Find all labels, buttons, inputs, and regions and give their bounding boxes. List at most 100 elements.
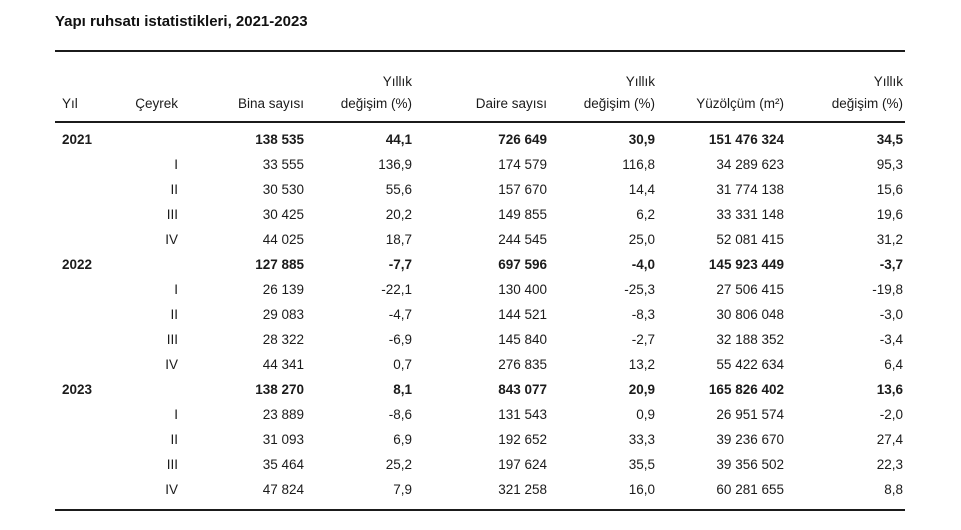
cell-daire-sayisi: 697 596: [498, 257, 547, 273]
cell-daire-sayisi: 276 835: [498, 357, 547, 373]
cell-yuzolcum-yillik-degisim: -2,0: [879, 407, 903, 423]
cell-yil: [55, 352, 117, 377]
cell-yuzolcum-yillik-degisim: -3,0: [879, 307, 903, 323]
cell-bina-yillik-degisim: 20,2: [385, 207, 412, 223]
cell-ceyrek: III: [166, 207, 178, 223]
cell-ceyrek: III: [166, 457, 178, 473]
cell-yil: [55, 277, 117, 302]
cell-daire-yillik-degisim: 16,0: [628, 482, 655, 498]
cell-ceyrek: [117, 252, 180, 277]
cell-ceyrek: II: [170, 182, 178, 198]
table-row: III 28 322 -6,9 145 840 -2,7 32 188 352 -3,4: [55, 327, 905, 352]
cell-yuzolcum-yillik-degisim: 95,3: [876, 157, 903, 173]
cell-yil: [55, 327, 117, 352]
cell-daire-yillik-degisim: 6,2: [636, 207, 655, 223]
cell-bina-sayisi: 23 889: [262, 407, 304, 423]
table-row: I 26 139 -22,1 130 400 -25,3 27 506 415 -19,8: [55, 277, 905, 302]
cell-yuzolcum: 60 281 655: [716, 482, 784, 498]
cell-yil: [55, 202, 117, 227]
column-header-yuzolcum: Yüzölçüm (m²): [657, 51, 786, 124]
cell-ceyrek: IV: [165, 482, 178, 498]
cell-yuzolcum-yillik-degisim: 22,3: [876, 457, 903, 473]
cell-yil: [55, 402, 117, 427]
cell-bina-sayisi: 44 025: [262, 232, 304, 248]
cell-daire-yillik-degisim: -8,3: [631, 307, 655, 323]
cell-daire-yillik-degisim: 25,0: [628, 232, 655, 248]
cell-yuzolcum-yillik-degisim: 19,6: [876, 207, 903, 223]
cell-yuzolcum: 55 422 634: [716, 357, 784, 373]
cell-ceyrek: II: [170, 307, 178, 323]
cell-bina-sayisi: 138 535: [255, 132, 304, 148]
cell-bina-sayisi: 26 139: [262, 282, 304, 298]
cell-ceyrek: [117, 122, 180, 152]
cell-yuzolcum-yillik-degisim: 31,2: [876, 232, 903, 248]
column-header-daire-yillik-degisim: Yıllık değişim (%): [549, 51, 657, 124]
cell-bina-sayisi: 29 083: [262, 307, 304, 323]
cell-daire-sayisi: 145 840: [498, 332, 547, 348]
cell-bina-yillik-degisim: -7,7: [388, 257, 412, 273]
cell-bina-sayisi: 35 464: [262, 457, 304, 473]
cell-bina-yillik-degisim: -22,1: [381, 282, 412, 298]
table-row: I 33 555 136,9 174 579 116,8 34 289 623 95,3: [55, 152, 905, 177]
cell-ceyrek: II: [170, 432, 178, 448]
column-header-daire-sayisi: Daire sayısı: [414, 51, 549, 124]
cell-daire-yillik-degisim: -2,7: [631, 332, 655, 348]
cell-ceyrek: I: [174, 157, 178, 173]
cell-yil: [55, 427, 117, 452]
cell-daire-sayisi: 174 579: [498, 157, 547, 173]
table-row: 2023 138 270 8,1 843 077 20,9 165 826 402 13,6: [55, 377, 905, 402]
cell-yil: [55, 477, 117, 510]
cell-daire-sayisi: 197 624: [498, 457, 547, 473]
cell-daire-yillik-degisim: 14,4: [628, 182, 655, 198]
cell-daire-yillik-degisim: 33,3: [628, 432, 655, 448]
cell-daire-sayisi: 131 543: [498, 407, 547, 423]
cell-daire-yillik-degisim: 35,5: [628, 457, 655, 473]
cell-yuzolcum-yillik-degisim: 34,5: [876, 132, 903, 148]
cell-yuzolcum-yillik-degisim: 27,4: [876, 432, 903, 448]
cell-bina-sayisi: 138 270: [255, 382, 304, 398]
cell-daire-yillik-degisim: 20,9: [628, 382, 655, 398]
cell-yil: [55, 452, 117, 477]
cell-yuzolcum: 32 188 352: [716, 332, 784, 348]
cell-yuzolcum-yillik-degisim: 6,4: [884, 357, 903, 373]
column-header-bina-yillik-degisim: Yıllık değişim (%): [306, 51, 414, 124]
cell-yil: [55, 152, 117, 177]
cell-yuzolcum: 39 236 670: [716, 432, 784, 448]
cell-daire-yillik-degisim: 13,2: [628, 357, 655, 373]
cell-bina-sayisi: 44 341: [262, 357, 304, 373]
cell-bina-yillik-degisim: 8,1: [393, 382, 412, 398]
cell-daire-yillik-degisim: -4,0: [631, 257, 655, 273]
table-row: 2021 138 535 44,1 726 649 30,9 151 476 324 34,…: [55, 122, 905, 152]
table-row: II 29 083 -4,7 144 521 -8,3 30 806 048 -3,0: [55, 302, 905, 327]
cell-daire-sayisi: 244 545: [498, 232, 547, 248]
cell-yil: 2021: [62, 132, 93, 148]
cell-ceyrek: I: [174, 282, 178, 298]
cell-yuzolcum: 39 356 502: [716, 457, 784, 473]
cell-daire-sayisi: 149 855: [498, 207, 547, 223]
cell-bina-yillik-degisim: 7,9: [393, 482, 412, 498]
cell-bina-yillik-degisim: 6,9: [393, 432, 412, 448]
table-body: 2021 138 535 44,1 726 649 30,9 151 476 324 34,…: [55, 122, 905, 510]
table-row: IV 47 824 7,9 321 258 16,0 60 281 655 8,8: [55, 477, 905, 510]
column-header-bina-sayisi: Bina sayısı: [180, 51, 306, 124]
column-header-yil: Yıl: [55, 51, 117, 124]
cell-yuzolcum: 151 476 324: [708, 132, 784, 148]
cell-yuzolcum: 26 951 574: [716, 407, 784, 423]
cell-bina-yillik-degisim: 136,9: [378, 157, 412, 173]
cell-ceyrek: [117, 377, 180, 402]
cell-yuzolcum-yillik-degisim: -19,8: [872, 282, 903, 298]
table-row: II 30 530 55,6 157 670 14,4 31 774 138 15,6: [55, 177, 905, 202]
cell-yil: [55, 177, 117, 202]
table-row: II 31 093 6,9 192 652 33,3 39 236 670 27,4: [55, 427, 905, 452]
cell-yuzolcum: 30 806 048: [716, 307, 784, 323]
cell-daire-sayisi: 321 258: [498, 482, 547, 498]
cell-yuzolcum: 27 506 415: [716, 282, 784, 298]
column-header-yuzolcum-yillik-degisim: Yıllık değişim (%): [786, 51, 905, 124]
cell-daire-sayisi: 157 670: [498, 182, 547, 198]
table-row: III 30 425 20,2 149 855 6,2 33 331 148 19,6: [55, 202, 905, 227]
cell-bina-sayisi: 31 093: [262, 432, 304, 448]
cell-yuzolcum-yillik-degisim: -3,4: [879, 332, 903, 348]
cell-daire-sayisi: 843 077: [498, 382, 547, 398]
cell-bina-yillik-degisim: -6,9: [388, 332, 412, 348]
